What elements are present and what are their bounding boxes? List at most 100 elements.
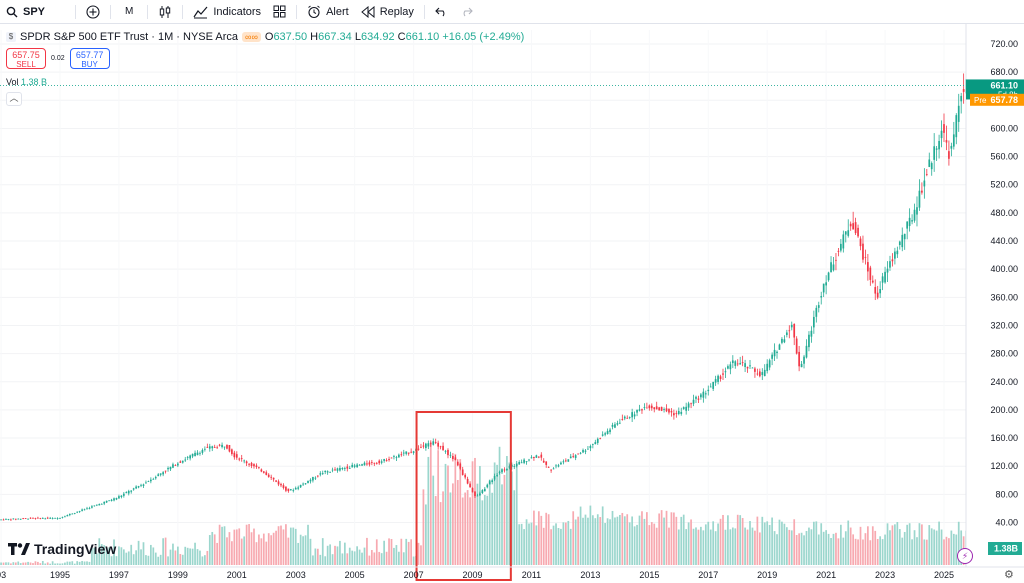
candle-body [503,469,506,471]
candle-body [842,234,845,249]
volume-bar [555,523,557,565]
collapse-legend-button[interactable]: ︿ [6,92,22,106]
last-price-text: 661.10 [990,80,1018,90]
candle-body [277,481,280,485]
candle-body [51,518,54,519]
candle-body [488,481,491,485]
candle-body [930,163,933,170]
redo-button[interactable] [454,0,479,23]
alert-button[interactable]: Alert [301,0,355,23]
volume-bar [832,533,835,565]
candle-body [307,480,309,483]
candle-body [867,262,869,272]
volume-bar [0,562,2,565]
lightning-icon[interactable]: ⚡ [957,548,973,564]
candle-body [373,462,376,464]
volume-bar [314,548,317,565]
candle-body [518,462,521,465]
undo-button[interactable] [429,0,454,23]
volume-bar [908,523,911,565]
candle-body [201,449,204,453]
candle-body [952,134,955,147]
volume-bar [488,479,491,565]
settings-icon[interactable]: ⚙ [1004,569,1014,581]
buy-button[interactable]: 657.77 BUY [69,48,110,69]
volume-bar [746,529,749,565]
chart-type-button[interactable] [152,0,178,23]
price-axis-label: 560.00 [990,152,1018,162]
interval-button[interactable]: M [115,0,143,23]
candle-body [432,441,435,445]
volume-bar [78,561,81,565]
candle-body [191,453,194,457]
volume-bar [513,490,516,565]
volume-bar [604,523,606,565]
volume-bar [714,531,717,565]
volume-bar [348,547,351,565]
volume-bar [567,520,570,565]
volume-legend: Vol 1.38 B [6,77,47,87]
volume-bar [773,531,776,565]
volume-bar [184,546,187,565]
volume-bar [191,548,194,565]
candle-body [601,434,604,436]
candle-body [461,469,464,475]
candle-body [869,267,872,280]
candle-body [154,476,157,479]
price-axis-label: 40.00 [995,518,1018,528]
indicators-button[interactable]: Indicators [187,0,267,23]
legend-ohlc: O637.50 H667.34 L634.92 C661.10 +16.05 (… [264,31,525,43]
volume-bar [508,462,511,565]
symbol-search[interactable]: SPY [0,0,51,23]
volume-bar [49,563,52,565]
compare-button[interactable] [80,0,106,23]
candle-body [12,518,15,520]
tradingview-logo[interactable]: TradingView [8,541,116,557]
candle-body [614,424,616,428]
replay-button[interactable]: Replay [355,0,420,23]
candle-body [825,282,827,286]
volume-bar [911,539,913,565]
price-axis-label: 200.00 [990,405,1018,415]
candle-body [132,488,135,490]
volume-bar [795,535,798,565]
volume-bar [938,521,940,565]
volume-bar [945,536,948,565]
candle-body [7,519,10,520]
candle-body [638,409,641,411]
volume-bar [226,537,228,565]
chart-overlays [0,85,966,581]
volume-bar [447,465,449,565]
candle-body [557,465,560,467]
candle-body [10,519,12,521]
more-icon[interactable]: ∞∞ [242,32,261,42]
volume-bar [12,562,15,565]
candle-body [479,493,481,496]
volume-bar [456,480,459,565]
volume-bar [520,523,523,565]
candle-body [481,490,484,494]
candle-body [71,513,74,515]
templates-button[interactable] [267,0,292,23]
volume-bar [373,552,376,565]
volume-bar [594,518,597,565]
candle-body [172,464,174,468]
candle-body [950,145,953,149]
sell-button[interactable]: 657.75 SELL [6,48,46,69]
volume-bar [867,526,869,565]
candle-body [66,515,69,517]
volume-bar [307,524,309,565]
volume-bar [437,450,440,565]
candle-body [960,95,963,102]
volume-bar [265,541,268,565]
candle-body [636,409,638,413]
candle-body [378,460,381,464]
volume-bar [540,515,543,565]
volume-bar [557,528,560,565]
candle-body [73,513,76,514]
candle-body [754,368,756,372]
volume-bar [164,537,167,565]
legend-title[interactable]: SPDR S&P 500 ETF Trust · 1M · NYSE Arca [20,31,239,43]
volume-bar [339,540,341,565]
